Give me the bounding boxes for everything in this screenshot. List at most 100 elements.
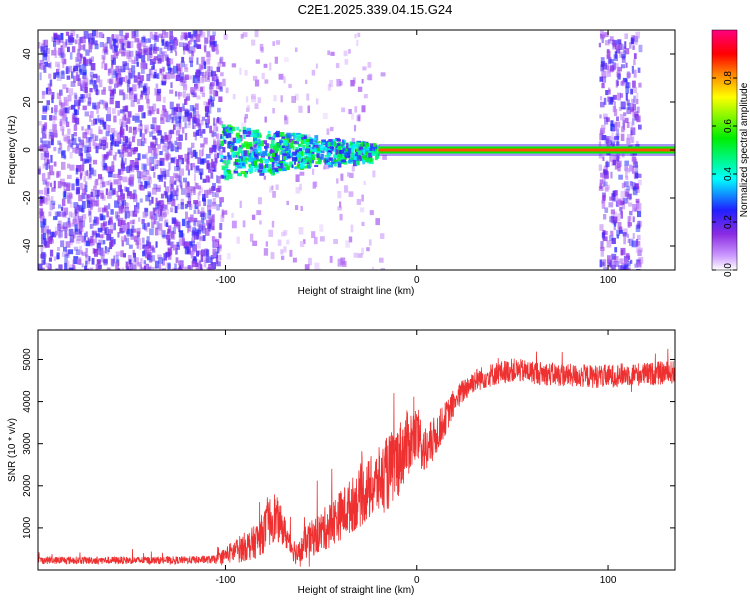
noise-speckle xyxy=(251,93,256,100)
emerging-signal-cell xyxy=(243,131,248,134)
noise-speckle xyxy=(125,32,129,39)
noise-speckle xyxy=(143,164,148,172)
noise-speckle xyxy=(175,195,179,201)
noise-speckle xyxy=(193,131,197,137)
noise-speckle xyxy=(162,66,165,72)
noise-speckle xyxy=(605,161,610,167)
noise-speckle xyxy=(184,98,187,105)
noise-speckle xyxy=(633,161,638,168)
noise-speckle xyxy=(625,175,629,181)
noise-speckle xyxy=(217,107,221,113)
noise-speckle xyxy=(155,241,158,248)
noise-speckle xyxy=(344,59,349,65)
noise-speckle xyxy=(219,143,223,150)
noise-speckle xyxy=(69,193,73,199)
noise-speckle xyxy=(71,212,75,218)
noise-speckle xyxy=(139,264,142,270)
noise-speckle xyxy=(146,86,150,95)
noise-speckle xyxy=(48,211,52,217)
noise-speckle xyxy=(286,239,290,245)
emerging-signal-cell xyxy=(296,163,300,169)
noise-speckle xyxy=(41,197,45,203)
noise-speckle xyxy=(92,219,97,226)
noise-speckle xyxy=(118,219,123,227)
noise-speckle xyxy=(118,48,124,54)
noise-speckle xyxy=(89,44,92,53)
emerging-signal-cell xyxy=(227,152,230,158)
noise-speckle xyxy=(57,247,60,251)
noise-speckle xyxy=(65,39,68,46)
noise-speckle xyxy=(208,66,213,71)
noise-speckle xyxy=(218,81,223,90)
noise-speckle xyxy=(263,175,266,180)
emerging-signal-cell xyxy=(355,141,360,146)
snr-y-tick-label: 5000 xyxy=(22,348,33,371)
noise-speckle xyxy=(366,247,370,252)
noise-speckle xyxy=(182,76,187,84)
noise-speckle xyxy=(68,228,73,236)
noise-speckle xyxy=(47,237,53,242)
noise-speckle xyxy=(254,103,259,109)
noise-speckle xyxy=(356,199,362,205)
noise-speckle xyxy=(39,72,42,81)
noise-speckle xyxy=(620,190,626,198)
noise-speckle xyxy=(272,191,276,198)
noise-speckle xyxy=(79,68,83,75)
noise-speckle xyxy=(148,106,154,115)
noise-speckle xyxy=(71,104,76,110)
noise-speckle xyxy=(609,59,614,64)
noise-speckle xyxy=(169,39,175,44)
noise-speckle xyxy=(137,39,142,45)
emerging-signal-cell xyxy=(264,159,269,164)
noise-speckle xyxy=(127,191,132,197)
noise-speckle xyxy=(118,202,121,208)
noise-speckle xyxy=(179,237,184,245)
noise-speckle xyxy=(608,89,611,95)
noise-speckle xyxy=(111,60,114,65)
noise-speckle xyxy=(61,251,67,257)
noise-speckle xyxy=(149,156,154,165)
noise-speckle xyxy=(58,230,63,238)
noise-speckle xyxy=(621,197,625,202)
noise-speckle xyxy=(222,210,228,215)
emerging-signal-cell xyxy=(223,167,228,173)
noise-speckle xyxy=(111,34,115,41)
noise-speckle xyxy=(361,221,365,226)
noise-speckle xyxy=(152,165,156,171)
noise-speckle xyxy=(63,207,69,216)
noise-speckle xyxy=(327,50,331,56)
emerging-signal-cell xyxy=(281,145,285,148)
noise-speckle xyxy=(94,135,99,141)
noise-speckle xyxy=(354,106,358,113)
noise-speckle xyxy=(231,220,237,229)
noise-speckle xyxy=(83,78,89,86)
noise-speckle xyxy=(612,127,615,132)
noise-speckle xyxy=(185,211,188,220)
spectrogram-y-tick-label: 0 xyxy=(22,147,33,153)
noise-speckle xyxy=(113,179,119,185)
noise-speckle xyxy=(187,75,192,80)
noise-speckle xyxy=(153,158,156,166)
noise-speckle xyxy=(128,72,133,80)
noise-speckle xyxy=(211,44,215,51)
noise-speckle xyxy=(185,165,190,171)
emerging-signal-cell xyxy=(286,151,289,157)
noise-speckle xyxy=(200,143,205,148)
noise-speckle xyxy=(100,176,104,185)
noise-speckle xyxy=(174,91,178,97)
emerging-signal-cell xyxy=(232,126,236,132)
noise-speckle xyxy=(151,221,155,229)
snr-x-tick-label: 100 xyxy=(600,575,617,586)
noise-speckle xyxy=(613,108,618,116)
noise-speckle xyxy=(277,239,282,246)
noise-speckle xyxy=(114,45,118,52)
noise-speckle xyxy=(207,30,211,38)
noise-speckle xyxy=(93,84,98,90)
noise-speckle xyxy=(46,187,50,194)
noise-speckle xyxy=(149,31,153,40)
noise-speckle xyxy=(150,215,156,220)
noise-speckle xyxy=(89,115,92,122)
noise-speckle xyxy=(106,152,110,158)
emerging-signal-cell xyxy=(245,157,249,161)
noise-speckle xyxy=(97,207,102,213)
